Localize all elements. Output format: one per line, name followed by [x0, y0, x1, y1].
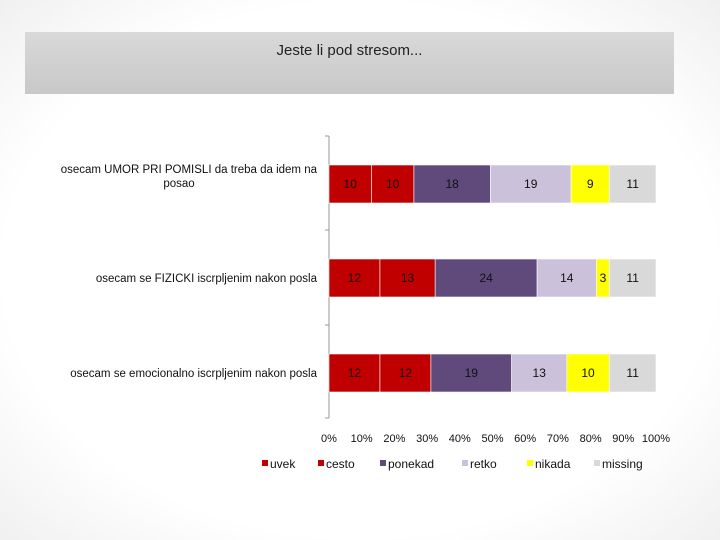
legend-swatch-ponekad [380, 460, 386, 466]
bar-segment-nikada [566, 353, 610, 393]
data-label: 12 [399, 366, 413, 380]
data-label: 19 [465, 366, 479, 380]
data-label: 12 [348, 366, 362, 380]
data-label: 10 [344, 177, 358, 191]
bar-segment-retko [536, 258, 597, 298]
bar-segment-ponekad [434, 258, 538, 298]
bar-segment-retko [490, 164, 572, 204]
bar-segment-ponekad [430, 353, 512, 393]
category-label: posao [163, 178, 194, 190]
x-tick-label: 30% [416, 433, 438, 445]
x-tick-label: 60% [514, 433, 536, 445]
bar-segment-missing [608, 164, 657, 204]
legend-label-missing: missing [602, 457, 643, 471]
legend-label-cesto: cesto [326, 457, 355, 471]
bar-segment-uvek [328, 353, 381, 393]
data-label: 10 [386, 177, 400, 191]
legend-label-uvek: uvek [270, 457, 296, 471]
bar-segment-uvek [328, 164, 372, 204]
chart-title: Jeste li pod stresom... [276, 42, 423, 59]
category-label: osecam UMOR PRI POMISLI da treba da idem… [61, 164, 318, 176]
data-label: 3 [600, 271, 607, 285]
legend-swatch-uvek [262, 460, 268, 466]
legend-label-retko: retko [470, 457, 497, 471]
legend-swatch-missing [594, 460, 600, 466]
x-tick-label: 40% [449, 433, 471, 445]
bar-segment-cesto [379, 258, 436, 298]
data-label: 11 [626, 366, 639, 380]
legend-swatch-retko [462, 460, 468, 466]
x-tick-label: 70% [547, 433, 569, 445]
data-label: 14 [560, 271, 574, 285]
data-label: 12 [348, 271, 362, 285]
bar-segment-uvek [328, 258, 381, 298]
data-label: 19 [524, 177, 538, 191]
data-label: 24 [479, 271, 493, 285]
legend-label-ponekad: ponekad [388, 457, 434, 471]
x-tick-label: 80% [580, 433, 602, 445]
x-tick-label: 50% [481, 433, 503, 445]
data-label: 13 [401, 271, 415, 285]
bar-segment-missing [608, 353, 657, 393]
data-label: 18 [445, 177, 459, 191]
x-tick-label: 10% [351, 433, 373, 445]
data-label: 11 [626, 177, 639, 191]
x-tick-label: 90% [612, 433, 634, 445]
category-label: osecam se emocionalno iscrpljenim nakon … [70, 368, 317, 380]
legend-label-nikada: nikada [535, 457, 571, 471]
title-banner: Jeste li pod stresom... [25, 32, 674, 94]
data-label: 13 [533, 366, 547, 380]
bar-segment-missing [608, 258, 657, 298]
data-label: 10 [581, 366, 595, 380]
legend-swatch-cesto [318, 460, 324, 466]
x-tick-label: 100% [642, 433, 670, 445]
category-label: osecam se FIZICKI iscrpljenim nakon posl… [96, 273, 318, 285]
data-label: 11 [626, 271, 639, 285]
data-label: 9 [587, 177, 594, 191]
legend-swatch-nikada [527, 460, 533, 466]
x-tick-label: 0% [321, 433, 337, 445]
x-tick-label: 20% [383, 433, 405, 445]
